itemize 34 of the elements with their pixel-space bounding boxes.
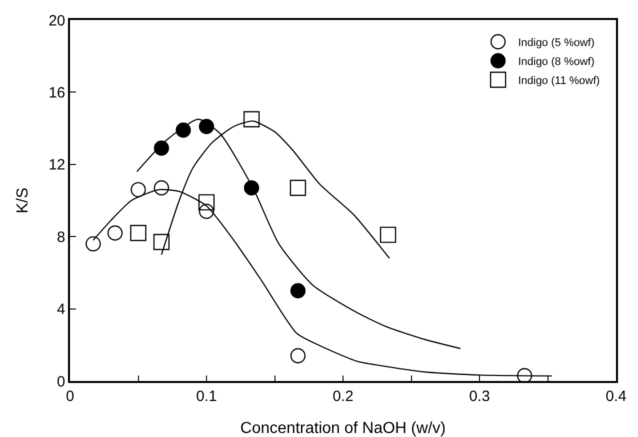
y-tick-label: 12: [48, 156, 66, 174]
x-axis-title: Concentration of NaOH (w/v): [240, 420, 446, 437]
x-tick-label: 0.4: [606, 388, 626, 405]
point: [290, 180, 306, 196]
point: [290, 348, 306, 364]
y-tick-label: 4: [56, 301, 66, 318]
point: [198, 194, 215, 210]
legend-label: Indigo (8 %owf): [518, 56, 595, 68]
y-tick-label: 0: [56, 373, 66, 390]
y-tick-label: 8: [56, 228, 66, 246]
point: [380, 226, 396, 243]
line-series: [136, 118, 461, 350]
point: [153, 234, 170, 250]
point: [198, 204, 214, 219]
y-tick-label: 20: [48, 12, 66, 30]
point: [290, 283, 306, 298]
point: [516, 368, 532, 381]
y-axis-title: K/S: [14, 188, 32, 214]
point: [154, 140, 170, 156]
point: [154, 180, 170, 196]
point: [176, 122, 191, 138]
point: [244, 180, 260, 196]
point: [198, 118, 214, 134]
point: [130, 224, 146, 242]
x-tick-label: 0.2: [332, 388, 354, 405]
point: [86, 236, 101, 252]
y-tick-label: 16: [48, 84, 66, 102]
legend-label: Indigo (5 %owf): [518, 37, 595, 50]
x-tick-label: 0.1: [196, 388, 217, 405]
legend-label: Indigo (11 %owf): [518, 75, 600, 88]
point: [130, 182, 146, 198]
point: [243, 111, 260, 128]
point: [107, 225, 123, 241]
x-tick-label: 0.3: [469, 388, 490, 405]
